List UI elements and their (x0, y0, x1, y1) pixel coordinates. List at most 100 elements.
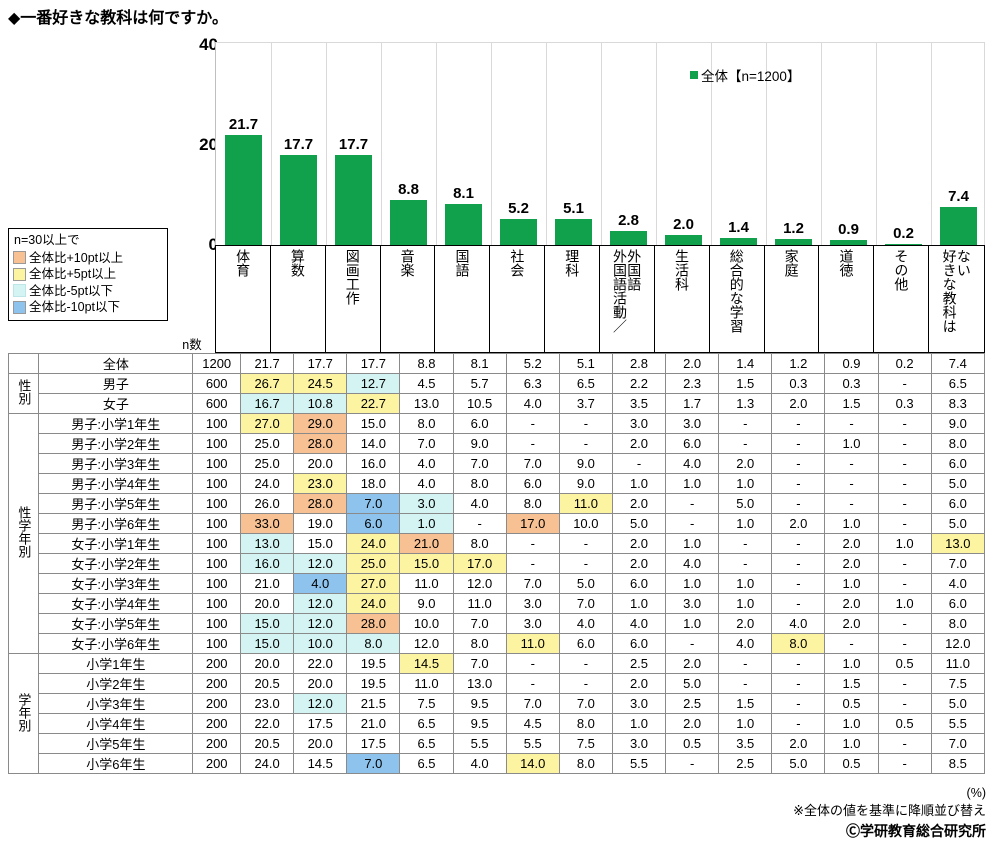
bar-slot: 8.1 (436, 43, 491, 245)
bar[interactable] (885, 244, 922, 245)
table-cell: 15.0 (240, 613, 295, 634)
table-cell: 27.0 (240, 413, 295, 434)
table-cell: 27.0 (346, 573, 401, 594)
table-cell: 26.0 (240, 493, 295, 514)
color-key-heading: n=30以上で (14, 233, 80, 247)
chart-legend: 全体【n=1200】 (690, 65, 800, 85)
table-cell: - (877, 673, 932, 694)
row-n-count: 100 (192, 493, 242, 514)
color-key-legend: n=30以上で 全体比+10pt以上 全体比+5pt以上 全体比-5pt以下 全… (8, 228, 168, 321)
table-row: 男子:小学2年生 100 25.0 28.0 14.0 7.0 9.0- -2.0 6.0- -1… (9, 433, 986, 454)
table-cell: 3.0 (665, 413, 720, 434)
table-cell: 3.5 (718, 733, 773, 754)
category-label: 外国語 (626, 249, 643, 291)
table-cell: - (558, 533, 613, 554)
bar[interactable] (390, 200, 427, 245)
bar-slot: 5.2 (491, 43, 546, 245)
table-cell: - (771, 453, 826, 474)
table-cell: 1.0 (718, 473, 773, 494)
table-cell: 28.0 (293, 433, 348, 454)
bar[interactable] (610, 230, 647, 245)
bar[interactable] (225, 134, 262, 245)
bar[interactable] (500, 218, 537, 245)
table-cell: - (505, 653, 560, 674)
category-label-cell: 算数 (271, 246, 326, 352)
group-cell-empty (7, 353, 40, 374)
table-cell: 9.0 (452, 433, 507, 454)
bar[interactable] (445, 203, 482, 245)
category-label-cell: 好きな教科は ない (929, 246, 984, 352)
table-cell: 4.5 (399, 373, 454, 394)
table-cell: 12.0 (930, 633, 986, 654)
bar-value-label: 1.4 (728, 218, 749, 236)
bar[interactable] (720, 237, 757, 245)
table-cell: 2.0 (771, 733, 826, 754)
table-cell: 14.5 (399, 653, 454, 674)
table-cell: - (505, 553, 560, 574)
color-key-item-minus5: 全体比-5pt以下 (13, 283, 163, 300)
table-cell: 8.0 (930, 613, 986, 634)
table-cell: 4.5 (505, 713, 560, 734)
table-cell: 2.0 (665, 653, 720, 674)
table-cell: 2.8 (611, 353, 667, 374)
bar[interactable] (280, 155, 317, 245)
bar[interactable] (830, 240, 867, 245)
table-cell: 2.0 (824, 533, 879, 554)
row-label: 男子:小学5年生 (38, 493, 194, 514)
table-cell: 6.0 (930, 493, 986, 514)
table-cell: 1.0 (399, 513, 454, 534)
bar-value-label: 21.7 (228, 115, 259, 133)
table-cell: 19.5 (346, 673, 401, 694)
table-cell: 15.0 (240, 633, 295, 654)
table-cell: 2.5 (718, 753, 773, 774)
row-label: 女子:小学1年生 (38, 533, 194, 554)
table-cell: 6.0 (558, 633, 613, 654)
category-label-cell: 体育 (216, 246, 271, 352)
color-key-item-minus10: 全体比-10pt以下 (13, 299, 163, 316)
table-row: 男子:小学6年生 100 33.0 19.0 6.0 1.0-17.0 10.0 5.0-1.… (9, 513, 986, 534)
bar[interactable] (335, 155, 372, 245)
table-cell: 8.0 (930, 433, 986, 454)
bar-value-label: 2.0 (673, 215, 694, 233)
table-cell: 7.0 (452, 613, 507, 634)
table-row: 男子:小学3年生 100 25.0 20.0 16.0 4.0 7.0 7.0 9.0-4.0 2… (9, 453, 986, 474)
table-cell: 6.0 (665, 433, 720, 454)
bar[interactable] (555, 219, 592, 245)
category-label-cell: 国語 (435, 246, 491, 352)
bar-slot: 2.8 (601, 43, 656, 245)
table-cell: 17.7 (346, 353, 401, 374)
bar[interactable] (665, 234, 702, 245)
row-n-count: 200 (192, 673, 242, 694)
table-cell: 0.5 (824, 753, 879, 774)
bar[interactable] (775, 238, 812, 245)
row-n-count: 100 (192, 553, 242, 574)
table-cell: - (771, 593, 826, 614)
bar-value-label: 0.9 (838, 221, 859, 239)
table-cell: 8.1 (452, 353, 507, 374)
category-label: 理科 (564, 249, 581, 277)
table-cell: 24.0 (240, 753, 295, 774)
row-n-count: 200 (192, 733, 242, 754)
bar[interactable] (940, 207, 977, 245)
table-cell: 5.5 (611, 753, 667, 774)
row-label: 小学1年生 (38, 653, 194, 674)
table-cell: 23.0 (293, 473, 348, 494)
row-n-count: 100 (192, 533, 242, 554)
table-cell: 1.0 (665, 573, 720, 594)
table-cell: 21.0 (346, 713, 401, 734)
table-cell: 2.5 (611, 653, 667, 674)
table-cell: - (505, 413, 560, 434)
row-label: 女子:小学3年生 (38, 573, 194, 594)
table-cell: 6.0 (930, 453, 986, 474)
table-cell: 28.0 (293, 493, 348, 514)
group-cell: 性別 (7, 373, 40, 414)
table-cell: 4.0 (718, 633, 773, 654)
table-cell: 11.0 (930, 653, 986, 674)
category-label: 総合的な学習 (728, 249, 745, 333)
table-cell: 22.0 (293, 653, 348, 674)
table-cell: 15.0 (346, 413, 401, 434)
bar-slot: 8.8 (381, 43, 436, 245)
table-cell: 8.0 (452, 633, 507, 654)
table-cell: 1.0 (824, 433, 879, 454)
bar-value-label: 5.1 (563, 200, 584, 218)
